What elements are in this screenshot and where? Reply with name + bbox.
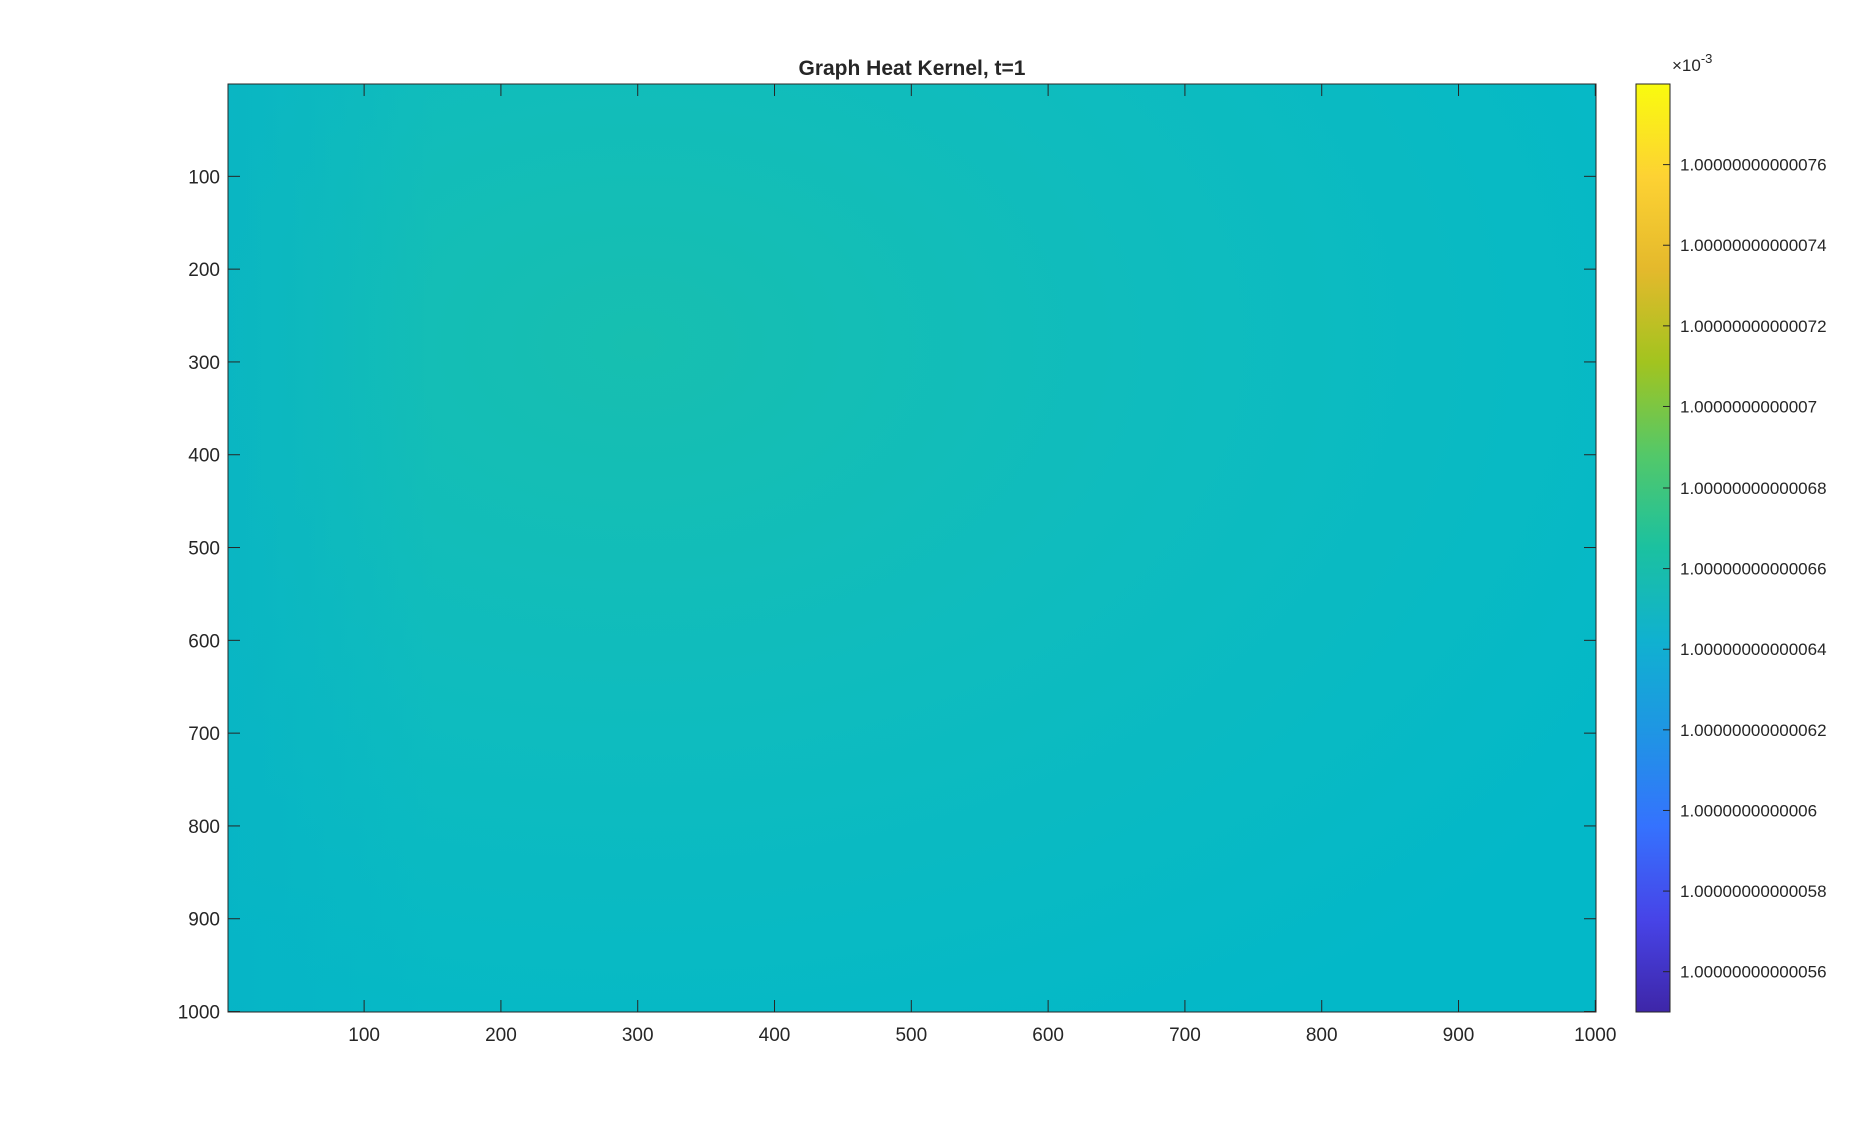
y-tick-label: 300 <box>188 353 220 374</box>
x-axis: 100 200 300 400 500 600 700 800 900 1000 <box>348 84 1616 1046</box>
x-tick-label: 800 <box>1306 1025 1338 1046</box>
y-tick-label: 700 <box>188 724 220 745</box>
colorbar-tick-label: 1.00000000000076 <box>1680 156 1827 175</box>
colorbar-tick-label: 1.00000000000066 <box>1680 560 1827 579</box>
y-tick-label: 900 <box>188 910 220 931</box>
y-tick-label: 1000 <box>178 1003 220 1024</box>
heatmap-area <box>227 83 1597 1013</box>
x-tick-label: 700 <box>1169 1025 1201 1046</box>
colorbar-tick-label: 1.00000000000056 <box>1680 963 1827 982</box>
x-tick-label: 1000 <box>1574 1025 1616 1046</box>
x-tick-label: 500 <box>895 1025 927 1046</box>
colorbar-tick-label: 1.00000000000074 <box>1680 236 1827 255</box>
colorbar-tick-label: 1.00000000000068 <box>1680 479 1827 498</box>
colorbar-tick-label: 1.00000000000058 <box>1680 882 1827 901</box>
y-tick-label: 500 <box>188 539 220 560</box>
y-tick-label: 100 <box>188 167 220 188</box>
heatmap-edge-shading <box>228 84 1596 1012</box>
colorbar-gradient <box>1635 83 1671 1013</box>
colorbar-tick-label: 1.00000000000072 <box>1680 317 1827 336</box>
y-tick-label: 800 <box>188 817 220 838</box>
colorbar-tick-label: 1.0000000000006 <box>1680 801 1817 820</box>
colorbar-exponent: ×10-3 <box>1672 51 1712 75</box>
colorbar-ticks: 1.00000000000056 1.00000000000058 1.000000… <box>1663 156 1827 982</box>
y-tick-label: 400 <box>188 446 220 467</box>
colorbar-exponent-power: -3 <box>1701 51 1713 66</box>
colorbar-exponent-base: ×10 <box>1672 56 1701 75</box>
x-tick-label: 100 <box>348 1025 380 1046</box>
x-tick-label: 400 <box>759 1025 791 1046</box>
y-tick-label: 200 <box>188 260 220 281</box>
colorbar-tick-label: 1.0000000000007 <box>1680 397 1817 416</box>
x-tick-label: 300 <box>622 1025 654 1046</box>
colorbar: ×10-3 1.000000000000561.000000000000581.… <box>1635 51 1827 1013</box>
y-axis: 100 200 300 400 500 600 700 800 900 1000 <box>178 167 1596 1024</box>
colorbar-tick-label: 1.00000000000064 <box>1680 640 1827 659</box>
y-tick-label: 600 <box>188 631 220 652</box>
x-tick-label: 600 <box>1032 1025 1064 1046</box>
x-tick-label: 200 <box>485 1025 517 1046</box>
colorbar-tick-label: 1.00000000000062 <box>1680 721 1827 740</box>
x-tick-label: 900 <box>1443 1025 1475 1046</box>
chart-title: Graph Heat Kernel, t=1 <box>799 57 1026 80</box>
